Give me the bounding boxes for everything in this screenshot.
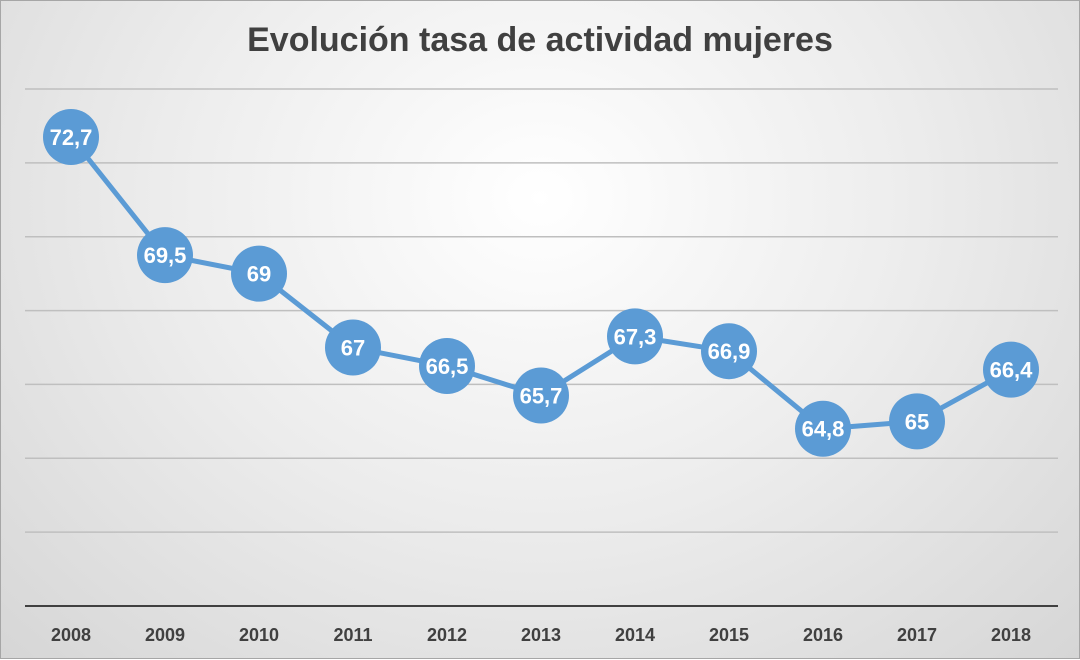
- data-label: 67,3: [614, 324, 657, 349]
- data-label: 65: [905, 409, 929, 434]
- data-label: 66,4: [990, 358, 1034, 383]
- data-point: [419, 337, 475, 394]
- data-label: 66,9: [708, 339, 751, 364]
- x-tick-label: 2018: [991, 625, 1031, 645]
- data-label: 65,7: [520, 384, 563, 409]
- x-tick-label: 2012: [427, 625, 467, 645]
- x-tick-label: 2013: [521, 625, 561, 645]
- data-point: [137, 227, 193, 284]
- x-tick-label: 2016: [803, 625, 843, 645]
- data-label: 69: [247, 262, 271, 287]
- data-label: 66,5: [426, 354, 469, 379]
- data-label: 67: [341, 336, 365, 361]
- data-point: [607, 308, 663, 365]
- x-tick-label: 2017: [897, 625, 937, 645]
- data-point: [231, 245, 287, 302]
- x-tick-label: 2009: [145, 625, 185, 645]
- x-tick-label: 2015: [709, 625, 749, 645]
- data-label: 64,8: [802, 417, 845, 442]
- x-tick-label: 2014: [615, 625, 655, 645]
- data-point: [983, 341, 1039, 398]
- data-point: [795, 400, 851, 457]
- x-tick-label: 2011: [333, 625, 372, 645]
- data-point: [43, 109, 99, 166]
- data-point: [513, 367, 569, 424]
- x-tick-label: 2008: [51, 625, 91, 645]
- data-label: 69,5: [144, 243, 187, 268]
- x-tick-label: 2010: [239, 625, 279, 645]
- data-point: [325, 319, 381, 376]
- data-point: [701, 323, 757, 380]
- data-label: 72,7: [50, 125, 93, 150]
- data-point: [889, 393, 945, 450]
- chart-title: Evolución tasa de actividad mujeres: [247, 21, 833, 59]
